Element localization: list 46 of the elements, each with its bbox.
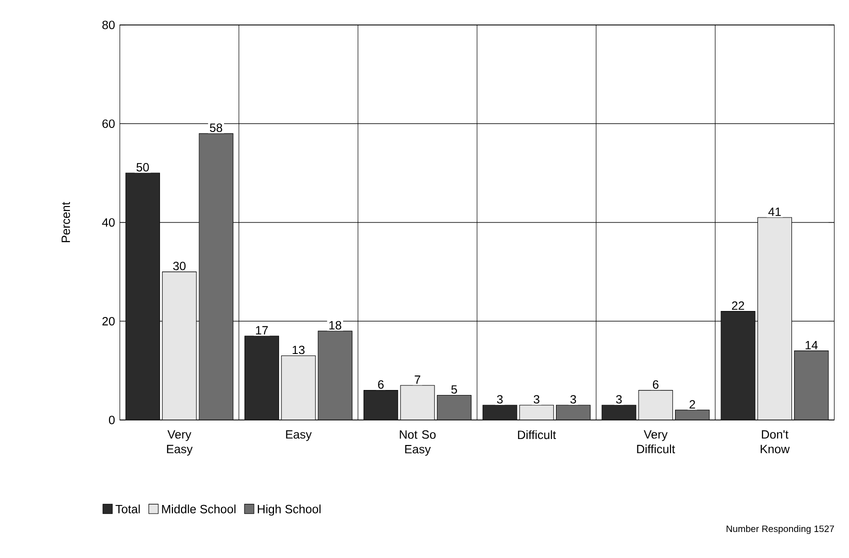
bar (519, 404, 554, 420)
data-label: 22 (732, 301, 744, 310)
data-label: 2 (690, 400, 696, 409)
legend-label: Middle School (162, 504, 236, 514)
data-label: 5 (451, 385, 458, 394)
y-tick-label: 60 (102, 119, 115, 128)
data-label: 3 (497, 395, 503, 404)
y-axis-title: Percent (62, 202, 70, 242)
data-label: 30 (173, 262, 186, 270)
data-label: 41 (768, 208, 781, 216)
data-label: 14 (806, 341, 818, 350)
bar (757, 217, 792, 420)
data-label: 6 (378, 380, 384, 389)
data-label: 6 (652, 380, 658, 389)
bar (281, 356, 316, 420)
y-tick-label: 20 (102, 316, 115, 326)
x-tick-label: Very Easy (167, 430, 193, 456)
data-label: 17 (256, 326, 268, 334)
data-label: 3 (616, 395, 622, 404)
legend-label: Total (116, 504, 140, 514)
x-tick-label: Very Difficult (637, 430, 676, 454)
bar (794, 350, 829, 420)
x-tick-label: Don't Know (760, 430, 790, 454)
data-label: 50 (136, 163, 149, 172)
data-label: 3 (570, 395, 576, 404)
x-tick-label: Not So Easy (400, 430, 436, 456)
bar (556, 404, 591, 420)
y-tick-label: 80 (102, 20, 115, 30)
data-label: 7 (414, 376, 420, 384)
legend-label: High School (258, 504, 321, 516)
bar (675, 410, 710, 420)
text: Number Responding 1527 (726, 525, 834, 534)
bar (318, 330, 352, 420)
data-label: 13 (292, 346, 305, 354)
bar (436, 395, 472, 420)
bar (638, 390, 673, 420)
y-tick-label: 40 (102, 218, 115, 227)
data-label: 18 (329, 321, 342, 330)
data-label: 3 (534, 395, 540, 404)
x-tick-label: Easy (286, 430, 312, 442)
bar (400, 385, 435, 420)
bar (198, 133, 234, 420)
data-label: 58 (210, 124, 222, 132)
y-tick-label: 0 (108, 416, 115, 424)
x-tick-label: Difficult (518, 430, 556, 440)
bar (162, 272, 197, 420)
